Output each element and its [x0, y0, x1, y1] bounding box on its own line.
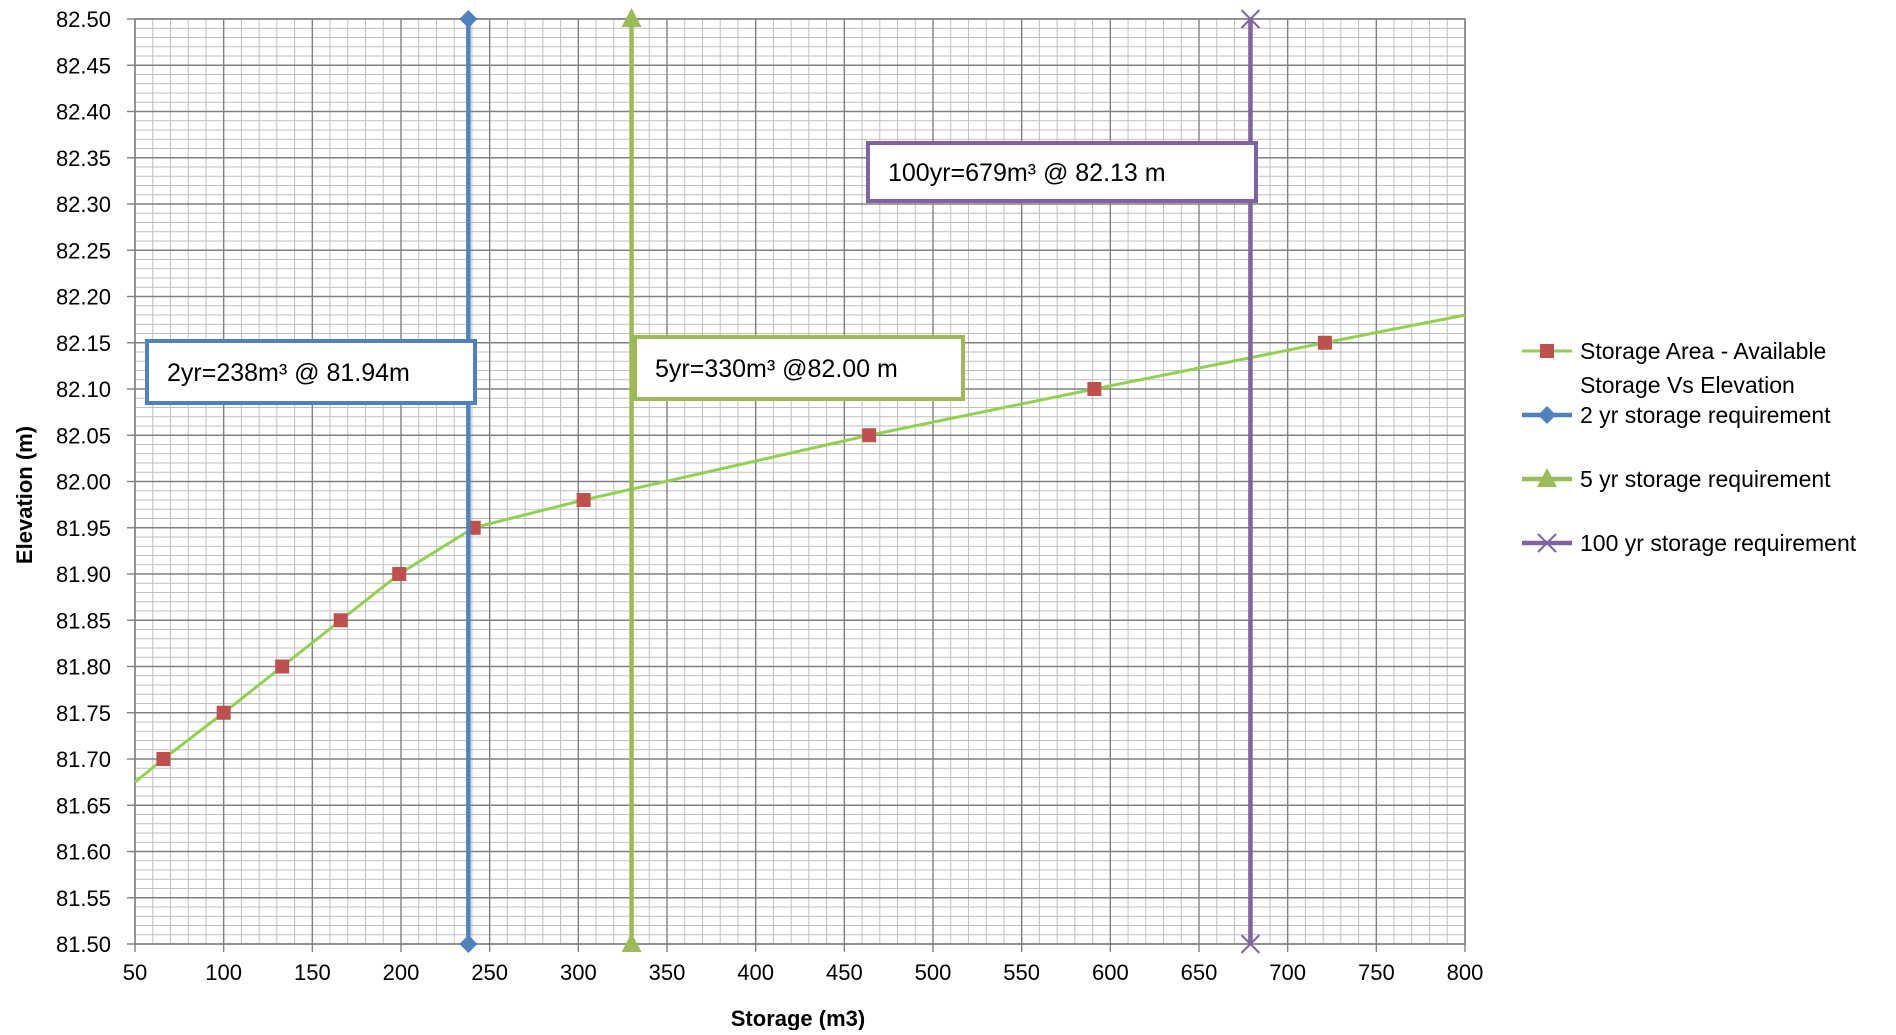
y-tick-label: 82.35 — [56, 146, 111, 171]
y-tick-label: 82.45 — [56, 53, 111, 78]
annotation-text: 100yr=679m³ @ 82.13 m — [888, 159, 1166, 187]
x-tick-labels: 50 100 150 200 250 300 350 400 450 500 550 600 650 70… — [123, 944, 1484, 985]
y-tick-label: 82.05 — [56, 423, 111, 448]
x-tick-label: 400 — [737, 960, 774, 985]
annotation-text: 2yr=238m³ @ 81.94m — [167, 359, 410, 387]
storage-curve-point — [275, 659, 290, 674]
x-tick-label: 200 — [383, 960, 420, 985]
storage-curve-point — [1317, 335, 1332, 350]
storage-curve-point — [216, 705, 231, 720]
x-tick-label: 700 — [1269, 960, 1306, 985]
legend-label: 5 yr storage requirement — [1580, 466, 1831, 492]
x-tick-label: 250 — [471, 960, 508, 985]
x-tick-label: 550 — [1003, 960, 1040, 985]
requirement-marker-2yr — [459, 10, 478, 28]
legend-label-line: Storage Area - Available — [1580, 338, 1826, 364]
x-tick-label: 50 — [123, 960, 147, 985]
legend-label-line: Storage Vs Elevation — [1580, 372, 1795, 398]
storage-curve-point — [333, 613, 348, 628]
annotation-box-2yr: 2yr=238m³ @ 81.94m — [145, 339, 477, 405]
annotation-frame — [145, 339, 477, 405]
storage-curve-point — [1087, 382, 1102, 396]
y-tick-label: 82.00 — [56, 470, 111, 495]
y-tick-label: 81.65 — [56, 793, 111, 818]
storage-curve-point — [862, 428, 877, 443]
y-tick-label: 82.10 — [56, 377, 111, 402]
major-gridlines — [134, 18, 1466, 945]
storage-curve-point — [392, 567, 407, 581]
y-tick-label: 81.90 — [56, 562, 111, 587]
requirement-marker-100yr-stroke — [1240, 934, 1261, 954]
requirement-marker-5yr — [621, 8, 642, 27]
requirement-marker-100yr — [1240, 9, 1261, 29]
x-tick-label: 500 — [915, 960, 952, 985]
y-tick-label: 82.50 — [56, 7, 111, 32]
annotation-box-5yr: 5yr=330m³ @82.00 m — [633, 335, 965, 401]
y-tick-label: 82.20 — [56, 285, 111, 310]
y-tick-label: 81.60 — [56, 840, 111, 865]
x-tick-label: 300 — [560, 960, 597, 985]
legend-marker-swatch — [1540, 344, 1554, 358]
storage-curve-point — [576, 493, 591, 507]
annotation-box-100yr: 100yr=679m³ @ 82.13 m — [866, 141, 1258, 203]
storage-curve-line — [134, 313, 1466, 784]
legend-label: 2 yr storage requirement — [1580, 402, 1831, 428]
y-tick-label: 81.55 — [56, 886, 111, 911]
y-tick-label: 81.85 — [56, 608, 111, 633]
legend: Storage Area - Available Storage Vs Eleva… — [1522, 338, 1857, 556]
requirement-marker-100yr — [1240, 934, 1261, 954]
y-tick-label: 82.40 — [56, 100, 111, 125]
requirement-marker-2yr — [459, 935, 478, 953]
x-axis-label: Storage (m3) — [731, 1006, 865, 1030]
legend-entry-storage-curve: Storage Area - Available Storage Vs Eleva… — [1522, 338, 1826, 398]
legend-entry-2yr: 2 yr storage requirement — [1522, 402, 1831, 428]
y-tick-label: 82.25 — [56, 238, 111, 263]
legend-entry-5yr: 5 yr storage requirement — [1522, 466, 1831, 492]
y-tick-label: 82.30 — [56, 192, 111, 217]
y-tick-label: 82.15 — [56, 331, 111, 356]
x-tick-label: 450 — [826, 960, 863, 985]
annotation-text: 5yr=330m³ @82.00 m — [655, 355, 898, 383]
y-tick-label: 81.70 — [56, 747, 111, 772]
x-tick-label: 750 — [1358, 960, 1395, 985]
legend-label: 100 yr storage requirement — [1580, 530, 1857, 556]
annotation-frame — [633, 335, 965, 401]
x-tick-label: 600 — [1092, 960, 1129, 985]
annotation-frame — [866, 141, 1258, 203]
legend-marker-swatch — [1537, 468, 1557, 487]
legend-marker-swatch-stroke — [1537, 533, 1557, 553]
legend-entry-100yr: 100 yr storage requirement — [1522, 530, 1857, 556]
legend-marker-swatch — [1538, 406, 1556, 424]
x-tick-label: 650 — [1181, 960, 1218, 985]
legend-marker-swatch — [1537, 533, 1557, 553]
requirement-marker-100yr-stroke — [1240, 9, 1261, 29]
annotation-layer: 2yr=238m³ @ 81.94m 5yr=330m³ @82.00 m 100y… — [145, 141, 1258, 405]
y-tick-label: 81.50 — [56, 932, 111, 957]
y-tick-label: 81.80 — [56, 655, 111, 680]
x-tick-label: 100 — [205, 960, 242, 985]
series-layer — [134, 8, 1466, 954]
y-tick-label: 81.95 — [56, 516, 111, 541]
y-tick-labels: 81.50 81.55 81.60 81.65 81.70 81.75 81.80 81.85… — [56, 7, 135, 957]
requirement-marker-5yr — [621, 933, 642, 952]
x-tick-label: 800 — [1447, 960, 1484, 985]
y-axis-label: Elevation (m) — [12, 426, 37, 564]
y-tick-label: 81.75 — [56, 701, 111, 726]
x-tick-label: 150 — [294, 960, 331, 985]
x-tick-label: 350 — [649, 960, 686, 985]
storage-curve-point — [156, 752, 171, 766]
